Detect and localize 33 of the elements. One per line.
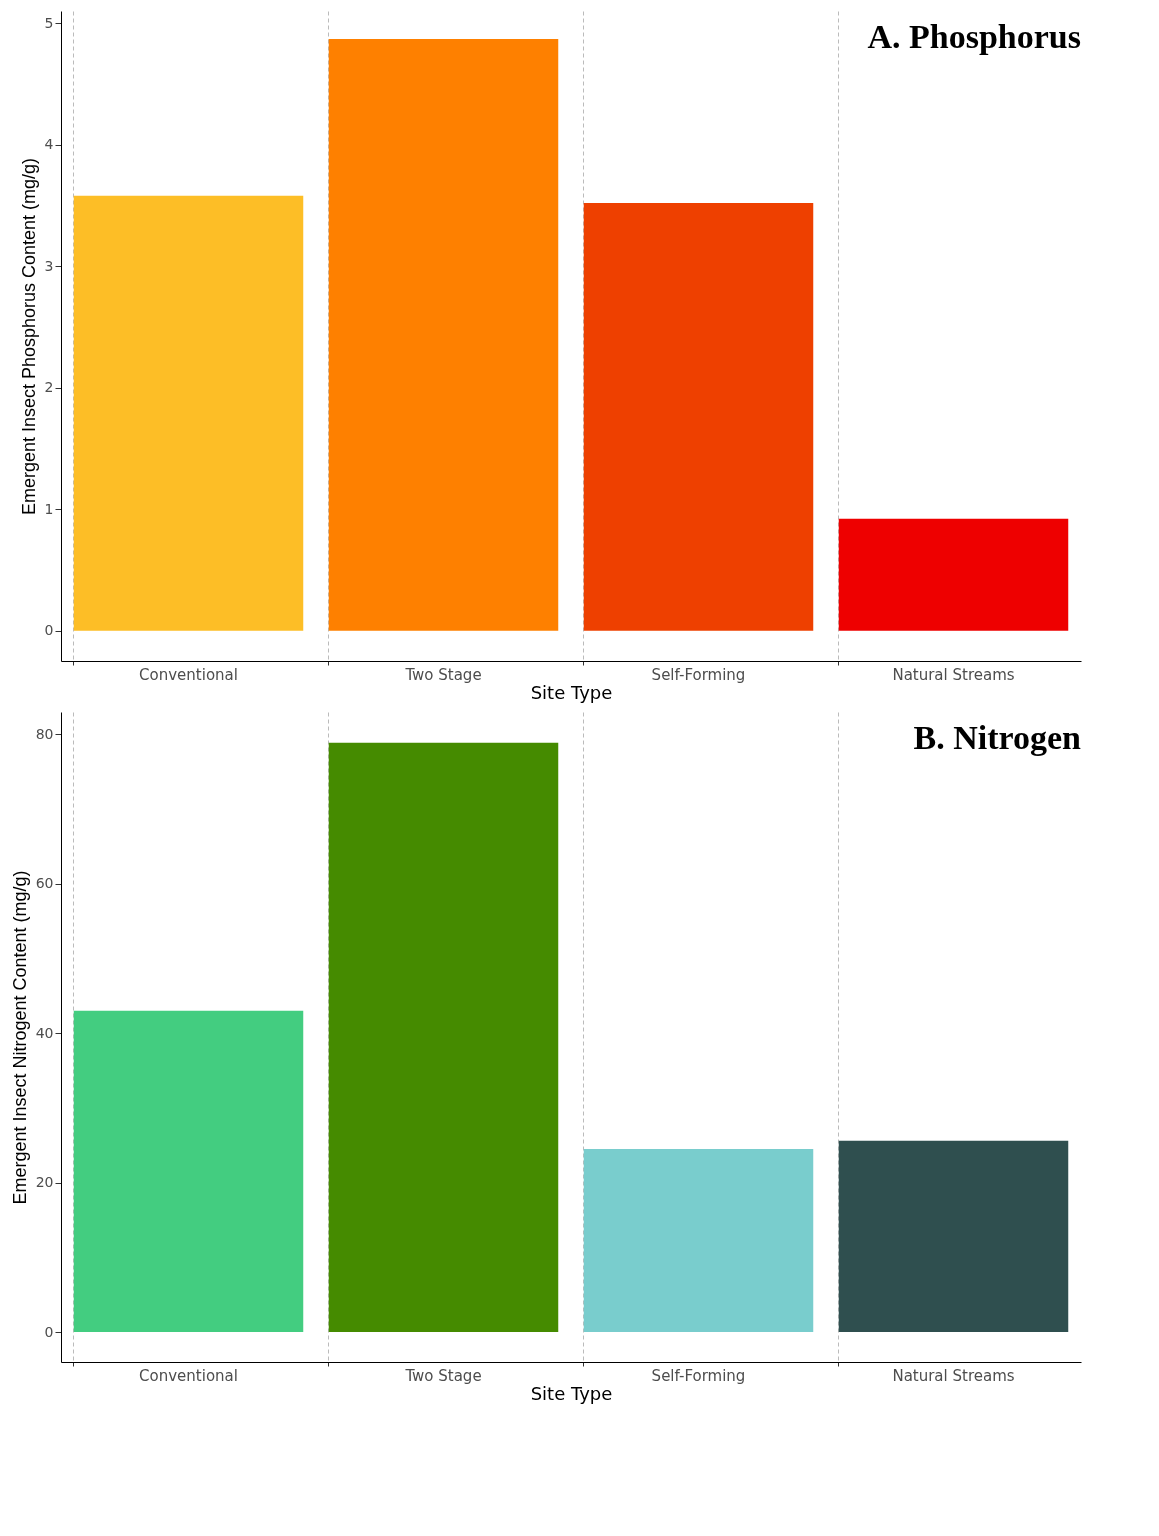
bar — [583, 1149, 814, 1333]
y-tick-label: 20 — [35, 1174, 54, 1191]
y-tick-label: 5 — [44, 14, 54, 31]
x-axis-title: Site Type — [530, 681, 613, 703]
y-axis-title: Emergent Insect Nitrogent Content (mg/g) — [9, 870, 30, 1205]
x-tick-label: Two Stage — [404, 1366, 482, 1385]
x-tick-label: Conventional — [139, 665, 238, 684]
x-tick-label: Self-Forming — [651, 1366, 746, 1385]
y-tick-label: 0 — [44, 622, 54, 639]
y-axis-title: Emergent Insect Phosphorus Content (mg/g) — [18, 157, 39, 516]
y-tick-label: 3 — [44, 257, 54, 274]
x-tick-label: Two Stage — [404, 665, 482, 684]
x-tick-label: Natural Streams — [892, 665, 1015, 684]
bar — [838, 1140, 1069, 1333]
x-tick-label: Conventional — [139, 1366, 238, 1385]
chart-title: A. Phosphorus — [867, 18, 1081, 55]
bar — [73, 195, 304, 631]
y-tick-label: 1 — [44, 500, 54, 517]
y-tick-label: 60 — [35, 875, 54, 892]
x-tick-label: Natural Streams — [892, 1366, 1015, 1385]
x-axis-title: Site Type — [530, 1382, 613, 1404]
y-tick-label: 80 — [35, 725, 54, 742]
bar — [328, 38, 559, 631]
x-tick-label: Self-Forming — [651, 665, 746, 684]
y-tick-label: 0 — [44, 1323, 54, 1340]
chart-title: B. Nitrogen — [913, 719, 1082, 756]
y-tick-label: 2 — [44, 379, 54, 396]
y-tick-label: 4 — [44, 136, 54, 153]
bar — [583, 202, 814, 631]
bar — [73, 1010, 304, 1333]
bar — [328, 742, 559, 1333]
y-tick-label: 40 — [35, 1024, 54, 1041]
bar — [838, 518, 1069, 631]
